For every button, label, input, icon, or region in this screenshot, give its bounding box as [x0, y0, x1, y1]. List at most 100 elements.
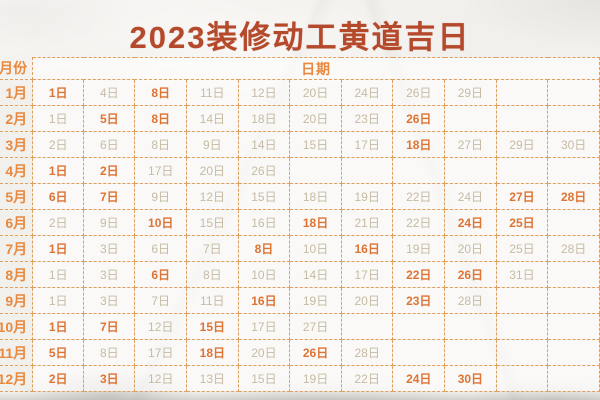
empty-day-cell: [444, 339, 497, 366]
day-cell: 8日: [237, 235, 291, 262]
day-cell: 14日: [289, 261, 342, 288]
empty-day-cell: [444, 313, 497, 340]
month-label: 3月: [0, 131, 34, 158]
day-cell: 15日: [237, 365, 291, 392]
day-cell: 25日: [495, 235, 549, 262]
month-row: 5月 6日 7日 9日 12日 15日 18日 19日 22日 24日 27日 28日: [0, 183, 600, 210]
day-cell: 5日: [83, 105, 136, 132]
month-label: 9月: [0, 287, 34, 314]
day-cell: 17日: [134, 339, 188, 366]
month-label: 10月: [0, 313, 34, 340]
day-cell: 2日: [32, 209, 85, 236]
day-cell: 1日: [32, 287, 85, 314]
month-label: 11月: [0, 339, 34, 366]
day-cell: 28日: [547, 235, 600, 262]
empty-day-cell: [547, 105, 600, 132]
day-cell: 19日: [340, 183, 394, 210]
page-title: 2023装修动工黄道吉日: [129, 20, 471, 55]
day-cell: 30日: [444, 365, 497, 392]
empty-day-cell: [547, 339, 600, 366]
day-cell: 16日: [237, 209, 291, 236]
empty-day-cell: [340, 313, 394, 340]
day-cell: 28日: [340, 339, 394, 366]
day-cell: 15日: [237, 183, 291, 210]
day-cell: 15日: [186, 313, 239, 340]
day-cell: 3日: [83, 235, 136, 262]
day-cell: 12日: [237, 79, 291, 106]
day-cell: 26日: [444, 261, 497, 288]
day-cell: 6日: [134, 235, 188, 262]
day-cell: 24日: [444, 183, 497, 210]
day-cell: 3日: [83, 287, 136, 314]
day-cell: 8日: [134, 79, 188, 106]
day-cell: 22日: [340, 365, 394, 392]
month-label: 4月: [0, 157, 34, 184]
day-cell: 26日: [392, 79, 446, 106]
day-cell: 17日: [237, 313, 291, 340]
empty-day-cell: [547, 157, 600, 184]
month-row: 6月 2日 9日 10日 15日 16日 18日 21日 22日 24日 25日: [0, 209, 600, 236]
empty-day-cell: [495, 287, 549, 314]
empty-day-cell: [392, 339, 446, 366]
day-cell: 2日: [32, 131, 85, 158]
day-cell: 29日: [444, 79, 497, 106]
month-row: 9月 1日 3日 7日 11日 16日 19日 20日 23日 28日: [0, 287, 600, 314]
day-cell: 26日: [237, 157, 291, 184]
day-cell: 20日: [186, 157, 239, 184]
day-cell: 26日: [392, 105, 446, 132]
day-cell: 14日: [237, 131, 291, 158]
table-header-row: 月份 日期: [0, 57, 600, 80]
day-cell: 12日: [134, 313, 188, 340]
day-cell: 18日: [289, 209, 342, 236]
day-cell: 27日: [444, 131, 497, 158]
day-cell: 20日: [444, 235, 497, 262]
month-row: 11月 5日 8日 17日 18日 20日 26日 28日: [0, 339, 600, 366]
day-cell: 13日: [186, 365, 239, 392]
day-cell: 3日: [83, 365, 136, 392]
day-cell: 9日: [83, 209, 136, 236]
empty-day-cell: [495, 105, 549, 132]
day-cell: 15日: [289, 131, 342, 158]
empty-day-cell: [495, 157, 549, 184]
day-cell: 12日: [186, 183, 239, 210]
month-label: 1月: [0, 79, 34, 106]
month-row: 12月 2日 3日 12日 13日 15日 19日 22日 24日 30日: [0, 365, 600, 392]
day-cell: 6日: [134, 261, 188, 288]
day-cell: 1日: [32, 313, 85, 340]
day-cell: 9日: [134, 183, 188, 210]
day-cell: 8日: [134, 131, 188, 158]
day-cell: 22日: [392, 261, 446, 288]
day-cell: 2日: [32, 365, 85, 392]
day-cell: 18日: [186, 339, 239, 366]
day-cell: 1日: [32, 235, 85, 262]
day-cell: 29日: [495, 131, 549, 158]
day-cell: 20日: [289, 105, 342, 132]
day-cell: 3日: [83, 261, 136, 288]
day-cell: 18日: [289, 183, 342, 210]
month-label: 5月: [0, 183, 34, 210]
day-cell: 19日: [289, 287, 342, 314]
month-row: 1月 1日 4日 8日 11日 12日 20日 24日 26日 29日: [0, 79, 600, 106]
day-cell: 16日: [237, 287, 291, 314]
day-cell: 15日: [186, 209, 239, 236]
day-cell: 11日: [186, 287, 239, 314]
empty-day-cell: [495, 313, 549, 340]
empty-day-cell: [547, 313, 600, 340]
month-label: 6月: [0, 209, 34, 236]
day-cell: 7日: [83, 183, 136, 210]
day-cell: 7日: [134, 287, 188, 314]
day-cell: 1日: [32, 105, 85, 132]
month-label: 7月: [0, 235, 34, 262]
calendar-table-body: 月份 日期 1月 1日 4日 8日 11日 12日 20日 24日 26日 29日 2月 1日 5日 8日…: [0, 57, 600, 392]
day-cell: 20日: [340, 287, 394, 314]
month-row: 7月 1日 3日 6日 7日 8日 10日 16日 19日 20日 25日 28日: [0, 235, 600, 262]
empty-day-cell: [547, 79, 600, 106]
month-row: 8月 1日 3日 6日 8日 10日 14日 17日 22日 26日 31日: [0, 261, 600, 288]
day-cell: 19日: [392, 235, 446, 262]
day-cell: 22日: [392, 183, 446, 210]
empty-day-cell: [495, 339, 549, 366]
day-cell: 9日: [186, 131, 239, 158]
day-cell: 7日: [186, 235, 239, 262]
auspicious-days-table: 月份 日期 1月 1日 4日 8日 11日 12日 20日 24日 26日 29日 2月 1日 5日 8日…: [0, 57, 600, 392]
day-cell: 11日: [186, 79, 239, 106]
